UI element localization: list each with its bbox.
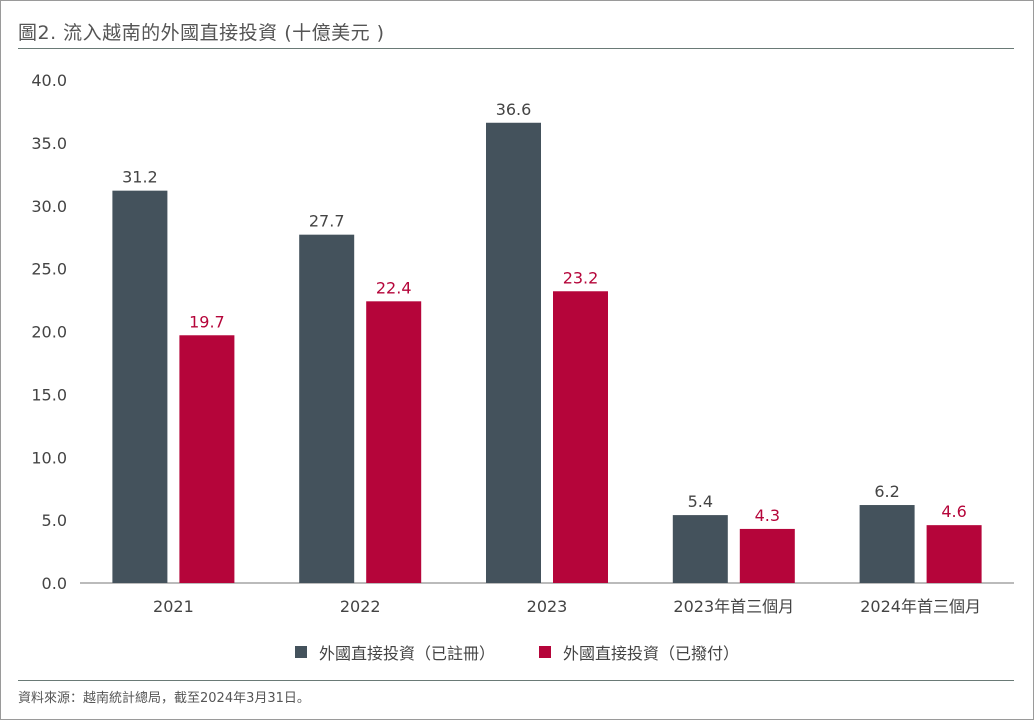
y-tick-label: 40.0 [31,71,67,90]
data-label-registered: 36.6 [496,100,532,119]
data-label-disbursed: 4.6 [941,502,966,521]
x-tick-label: 2021 [153,597,194,616]
bar-disbursed [179,335,235,583]
data-label-disbursed: 23.2 [563,268,599,287]
data-label-disbursed: 19.7 [189,312,225,331]
x-tick-label: 2023 [527,597,568,616]
y-tick-label: 10.0 [31,448,67,467]
bar-disbursed [366,301,422,583]
bar-chart: 0.0 5.0 10.0 15.0 20.0 25.0 30.0 35.0 40.0 31.2 19… [31,71,1014,616]
data-label-registered: 27.7 [309,212,345,231]
y-tick-label: 15.0 [31,385,67,404]
chart-legend: 外國直接投資（已註冊） 外國直接投資（已撥付） [0,640,1034,664]
y-tick-label: 0.0 [42,574,67,593]
bar-registered [112,190,168,583]
bar-disbursed [926,525,982,583]
data-label-registered: 6.2 [874,482,899,501]
bar-registered [486,122,541,583]
y-tick-label: 20.0 [31,323,67,342]
bar-disbursed [553,291,608,583]
legend-label-disbursed: 外國直接投資（已撥付） [563,644,740,663]
bar-disbursed [739,528,795,583]
data-label-disbursed: 4.3 [755,506,780,525]
source-divider [18,680,1014,681]
source-note: 資料來源：越南統計總局，截至2024年3月31日。 [18,691,310,706]
bar-registered [299,234,355,584]
y-tick-label: 25.0 [31,260,67,279]
legend-swatch-registered [294,646,307,658]
y-tick-label: 30.0 [31,197,67,216]
x-tick-label: 2024年首三個月 [860,597,981,616]
legend-label-registered: 外國直接投資（已註冊） [318,644,495,663]
x-tick-label: 2022 [340,597,381,616]
y-tick-label: 5.0 [42,511,67,530]
legend-item-disbursed: 外國直接投資（已撥付） [539,640,739,664]
data-label-registered: 31.2 [122,168,158,187]
title-divider [18,48,1014,49]
y-tick-label: 35.0 [31,134,67,153]
legend-item-registered: 外國直接投資（已註冊） [294,640,495,664]
x-tick-label: 2023年首三個月 [673,597,794,616]
legend-swatch-disbursed [539,646,551,658]
data-label-disbursed: 22.4 [376,278,412,297]
chart-title: 圖2. 流入越南的外國直接投資 (十億美元 ) [18,22,385,44]
bar-registered [672,515,728,583]
data-label-registered: 5.4 [688,492,713,511]
bar-registered [859,505,915,583]
